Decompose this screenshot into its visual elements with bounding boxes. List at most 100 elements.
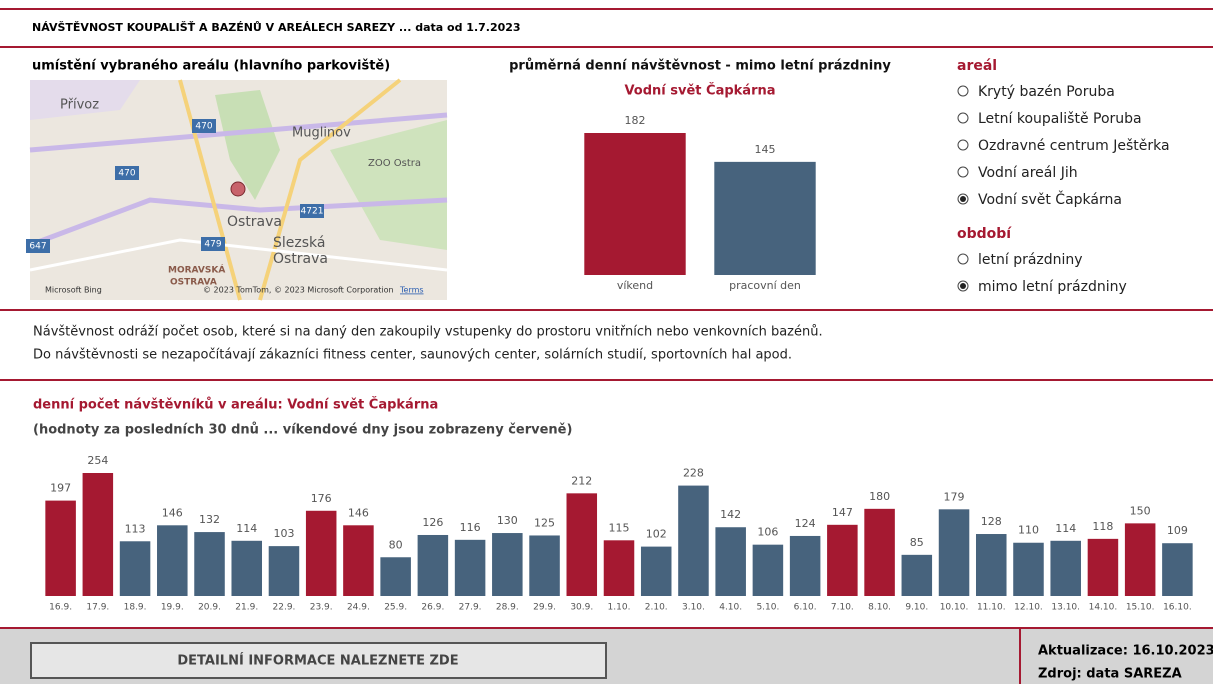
x-tick-label: 10.10. [940,603,969,613]
map-title: umístění vybraného areálu (hlavního park… [32,59,390,74]
value-label: 102 [646,528,667,541]
map-credit: Microsoft Bing [45,286,102,295]
road-number: 470 [118,169,135,179]
road-number: 479 [204,240,221,250]
radio-label[interactable]: Vodní areál Jih [978,165,1078,181]
radio[interactable] [958,113,968,123]
chart: denní počet návštěvníků v areálu: Vodní … [33,397,1193,613]
radio[interactable] [958,167,968,177]
description: Návštěvnost odráží počet osob, které si … [33,325,823,340]
x-tick-label: 30.9. [570,603,593,613]
bar [45,501,76,596]
x-tick-label: 21.9. [235,603,258,613]
bar [418,535,449,596]
value-label: 106 [757,526,778,539]
x-tick-label: 4.10. [719,603,742,613]
x-tick-label: 9.10. [905,603,928,613]
value-label: 126 [422,516,443,529]
x-tick-label: víkend [617,279,653,292]
radio[interactable] [958,86,968,96]
radio[interactable] [958,254,968,264]
radio-label[interactable]: Vodní svět Čapkárna [978,190,1122,208]
x-tick-label: 22.9. [273,603,296,613]
bar [641,547,672,596]
value-label: 128 [981,515,1002,528]
radio[interactable] [958,140,968,150]
radio-label[interactable]: mimo letní prázdniny [978,279,1127,295]
value-label: 179 [944,490,965,503]
bar [231,541,262,596]
map-place: Ostrava [273,251,328,267]
x-tick-label: 28.9. [496,603,519,613]
dashboard: NÁVŠTĚVNOST KOUPALIŠŤ A BAZÉNŮ V AREÁLEC… [0,0,1213,684]
radio-dot[interactable] [960,283,966,289]
value-label: 103 [273,527,294,540]
road-number: 647 [29,242,46,252]
road-number: 4721 [301,207,324,217]
value-label: 114 [236,522,257,535]
value-label: 228 [683,467,704,480]
x-tick-label: 27.9. [459,603,482,613]
radio-label[interactable]: Letní koupaliště Poruba [978,111,1142,127]
bar [976,534,1007,596]
x-tick-label: 2.10. [645,603,668,613]
x-tick-label: 16.9. [49,603,72,613]
map-marker[interactable] [231,182,245,196]
value-label: 254 [87,454,108,467]
road-number: 470 [195,122,212,132]
x-tick-label: 1.10. [608,603,631,613]
x-tick-label: 6.10. [794,603,817,613]
bar [529,535,560,596]
value-label: 125 [534,516,555,529]
map-credit: © 2023 TomTom, © 2023 Microsoft Corporat… [203,286,394,295]
bar [157,525,188,596]
map-place: Muglinov [292,126,351,141]
bar [492,533,523,596]
chart-title: průměrná denní návštěvnost - mimo letní … [509,59,891,74]
map-place: MORAVSKÁ [168,264,225,276]
bar [1162,543,1193,596]
x-tick-label: 29.9. [533,603,556,613]
bar [1125,523,1156,596]
value-label: 142 [720,508,741,521]
bar [306,511,337,596]
x-tick-label: 17.9. [86,603,109,613]
bar [83,473,114,596]
x-tick-label: 11.10. [977,603,1006,613]
bar [567,493,598,596]
value-label: 115 [609,521,630,534]
map-place: Slezská [273,235,325,251]
radio-label[interactable]: letní prázdniny [978,252,1083,268]
bar [1013,543,1044,596]
filter-title: období [957,226,1012,242]
radio-label[interactable]: Ozdravné centrum Ještěrka [978,138,1170,154]
value-label: 180 [869,490,890,503]
value-label: 80 [389,538,403,551]
x-tick-label: 8.10. [868,603,891,613]
x-tick-label: pracovní den [729,279,801,292]
radio-label[interactable]: Krytý bazén Poruba [978,84,1115,100]
value-label: 110 [1018,524,1039,537]
value-label: 113 [125,522,146,535]
map-place: Ostrava [227,214,282,230]
x-tick-label: 16.10. [1163,603,1192,613]
value-label: 146 [348,506,369,519]
bar [1050,541,1081,596]
detail-button-label[interactable]: DETAILNÍ INFORMACE NALEZNETE ZDE [177,653,458,669]
bar [120,541,151,596]
x-tick-label: 7.10. [831,603,854,613]
value-label: 212 [571,474,592,487]
bar [790,536,821,596]
bar [343,525,374,596]
map-place: ZOO Ostra [368,158,421,169]
radio-dot[interactable] [960,196,966,202]
map-credit[interactable]: Terms [399,286,424,295]
x-tick-label: 5.10. [756,603,779,613]
source: Zdroj: data SAREZA [1038,667,1182,682]
bar [714,162,815,275]
x-tick-label: 15.10. [1126,603,1155,613]
bar [827,525,858,596]
bar [380,557,411,596]
value-label: 118 [1092,520,1113,533]
